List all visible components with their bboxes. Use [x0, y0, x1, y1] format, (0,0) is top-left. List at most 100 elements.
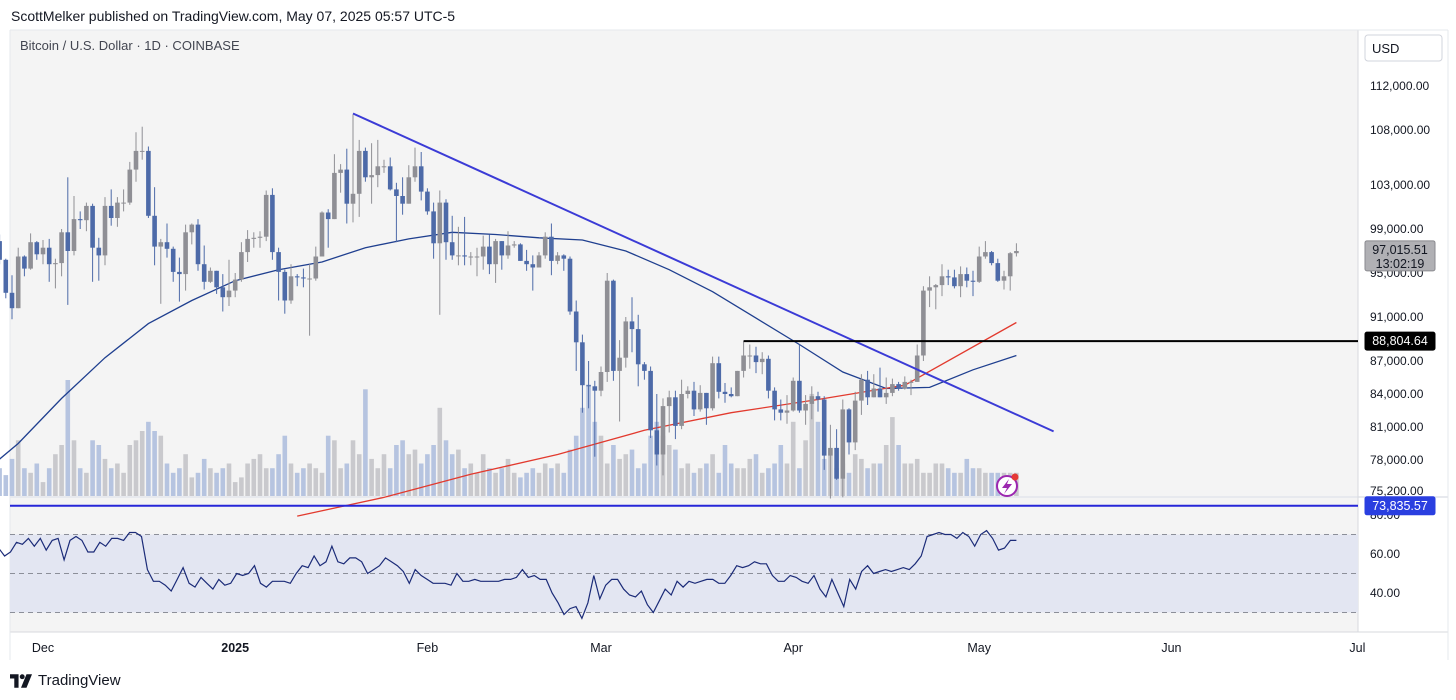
candle-body [828, 447, 833, 456]
candle-body [65, 232, 71, 251]
volume-bar [313, 468, 319, 496]
candle-body [208, 270, 213, 282]
volume-bar [555, 463, 560, 496]
volume-bar [728, 463, 734, 496]
candle-body [164, 242, 170, 249]
volume-bar [127, 445, 133, 496]
candle-body [493, 241, 498, 265]
volume-bar [648, 435, 653, 496]
volume-bar [815, 421, 821, 496]
volume-bar [753, 454, 759, 496]
candle-body [350, 193, 356, 204]
time-tick-label: Mar [590, 641, 612, 655]
rsi-tick-label: 40.00 [1370, 586, 1400, 600]
candle-body [183, 232, 188, 275]
candle-body [871, 388, 877, 398]
volume-bar [139, 431, 145, 496]
candle-body [598, 372, 604, 391]
volume-bar [611, 445, 616, 496]
candle-body [772, 390, 777, 410]
volume-bar [369, 458, 374, 496]
current-price-tag-text: 97,015.51 [1372, 243, 1428, 257]
volume-bar [288, 463, 294, 496]
candle-body [890, 384, 895, 393]
axis-labels: 112,000.00 108,000.00 103,000.00 99,000.00 9… [32, 79, 1436, 655]
volume-bar [772, 463, 777, 496]
volume-bar [270, 468, 275, 496]
candle-body [189, 224, 195, 233]
volume-bar [468, 463, 474, 496]
volume-bar [716, 472, 722, 496]
volume-bar [84, 472, 89, 496]
candle-body [387, 166, 393, 190]
candle-body [883, 392, 889, 398]
candle-body [592, 386, 598, 391]
volume-bar [908, 463, 914, 496]
volume-bar [983, 472, 988, 496]
candle-body [363, 150, 368, 178]
candle-body [735, 370, 740, 397]
candle-body [852, 400, 858, 443]
candle-body [536, 255, 542, 268]
time-tick-label: Jun [1161, 641, 1181, 655]
candle-body [666, 397, 672, 407]
candle-body [46, 247, 52, 265]
volume-bar [704, 463, 709, 496]
volume-bar [0, 468, 2, 496]
time-tick-label: Apr [783, 641, 802, 655]
candle-body [964, 274, 970, 281]
candle-body [146, 150, 151, 216]
volume-bar [102, 458, 108, 496]
volume-bar [778, 445, 784, 496]
volume-bar [629, 449, 635, 496]
drawings[interactable] [10, 112, 1358, 507]
volume-bar [226, 463, 232, 496]
candle-body [722, 391, 728, 394]
candle-body [846, 409, 852, 443]
price-tick-label: 75,200.00 [1370, 484, 1424, 498]
candle-body [921, 290, 926, 356]
candle-body [226, 290, 232, 298]
volume-bar [108, 468, 114, 496]
volume-bar [722, 445, 728, 496]
candle-body [952, 277, 957, 287]
volume-bar [846, 472, 852, 496]
volume-bar [604, 463, 610, 496]
volume-bar [896, 445, 901, 496]
candle-body [59, 232, 64, 264]
currency-selector[interactable] [1364, 34, 1443, 62]
candle-body [220, 287, 226, 298]
candle-body [747, 355, 753, 357]
volume-bar [567, 449, 573, 496]
candle-body [332, 172, 337, 220]
candle-body [121, 202, 126, 204]
candle-body [356, 150, 362, 194]
candle-body [790, 380, 796, 411]
alert-lightning-icon[interactable] [996, 473, 1019, 497]
candle-body [865, 379, 870, 398]
candle-body [524, 260, 529, 265]
currency-label[interactable]: USD [1372, 41, 1399, 56]
volume-bar [418, 463, 424, 496]
candle-body [834, 447, 839, 479]
candle-body [177, 271, 182, 275]
candle-body [90, 205, 95, 248]
candle-body [294, 276, 300, 278]
rsi-axis[interactable] [1358, 498, 1448, 632]
candle-body [40, 247, 46, 255]
price-tick-label: 81,000.00 [1370, 420, 1424, 434]
volume-bar [865, 468, 870, 496]
volume-bar [425, 454, 430, 496]
volume-bar [319, 472, 325, 496]
candle-body [958, 274, 963, 287]
candle-body [480, 246, 486, 257]
volume-bar [189, 477, 195, 496]
candle-body [263, 194, 269, 237]
candle-body [400, 196, 405, 204]
candle-body [976, 256, 982, 282]
volume-bar [852, 454, 858, 496]
volume-bar [784, 463, 790, 496]
tradingview-logo-icon [10, 673, 32, 688]
